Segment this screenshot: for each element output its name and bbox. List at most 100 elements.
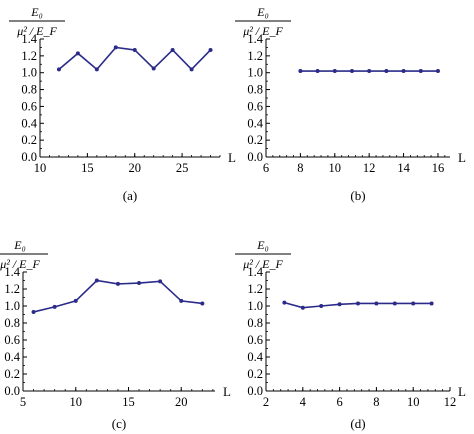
y-tick-label: 1.0 — [247, 299, 263, 313]
y-tick-label: 0.2 — [21, 133, 37, 147]
y-axis-label-denominator: μ² / E_F — [242, 24, 283, 38]
y-tick-label: 0.8 — [4, 316, 20, 330]
x-axis-label: L — [458, 384, 466, 399]
x-tick-label: 10 — [329, 161, 342, 175]
data-point — [115, 281, 120, 286]
data-point — [94, 278, 99, 283]
x-tick-label: 12 — [363, 161, 376, 175]
panel-caption: (a) — [123, 188, 137, 203]
x-tick-label: 20 — [175, 395, 188, 409]
y-tick-label: 1.4 — [21, 32, 37, 46]
panel-caption: (c) — [112, 416, 126, 431]
y-tick-label: 0.4 — [247, 350, 263, 364]
data-point — [151, 66, 156, 71]
y-tick-label: 0.4 — [247, 116, 263, 130]
chart-panel-1: 0.0 0.2 0.4 0.6 0.8 1.0 1.2 1.4 10 15 20 25 L E₀ μ² / … — [9, 5, 236, 203]
data-point — [208, 47, 213, 52]
data-point — [349, 69, 354, 74]
data-point — [73, 298, 78, 303]
data-point — [411, 301, 416, 306]
y-tick-label: 1.0 — [247, 66, 263, 80]
data-point — [75, 51, 80, 56]
x-axis-label: L — [228, 150, 236, 165]
x-tick-label: 15 — [81, 161, 94, 175]
data-point — [332, 69, 337, 74]
y-tick-label: 0.6 — [247, 99, 263, 113]
x-tick-label: 25 — [176, 161, 189, 175]
data-point — [435, 69, 440, 74]
y-tick-label: 0.0 — [21, 150, 37, 164]
data-point — [418, 69, 423, 74]
x-axis-label: L — [458, 150, 466, 165]
data-point — [315, 69, 320, 74]
data-point — [132, 47, 137, 52]
y-axis-label-numerator: E₀ — [256, 5, 269, 19]
y-tick-label: 0.8 — [21, 83, 37, 97]
y-axis-label-denominator: μ² / E_F — [242, 257, 283, 271]
x-tick-label: 10 — [69, 395, 82, 409]
x-tick-label: 4 — [300, 395, 307, 409]
x-tick-label: 15 — [122, 395, 135, 409]
x-tick-label: 8 — [373, 395, 379, 409]
y-tick-label: 0.0 — [4, 384, 20, 398]
data-point — [31, 309, 36, 314]
x-tick-label: 10 — [34, 161, 47, 175]
data-point — [319, 304, 324, 308]
x-tick-label: 5 — [20, 395, 26, 409]
data-point — [367, 69, 372, 74]
x-tick-label: 2 — [263, 395, 269, 409]
x-tick-label: 10 — [407, 395, 420, 409]
y-axis-label-numerator: E₀ — [30, 5, 43, 19]
panel-caption: (d) — [350, 416, 365, 431]
y-tick-label: 1.0 — [21, 66, 37, 80]
data-point — [384, 69, 389, 74]
data-point — [189, 67, 194, 72]
y-axis-label-denominator: μ² / E_F — [0, 257, 40, 271]
data-point — [200, 301, 205, 306]
x-tick-label: 12 — [444, 395, 457, 409]
panel-caption: (b) — [350, 188, 365, 203]
data-point — [337, 302, 342, 307]
y-tick-label: 1.4 — [4, 265, 20, 279]
y-tick-label: 1.2 — [247, 282, 263, 296]
y-tick-label: 0.2 — [4, 367, 20, 381]
y-tick-label: 0.6 — [247, 333, 263, 347]
x-tick-label: 6 — [336, 395, 342, 409]
data-point — [300, 305, 305, 310]
x-tick-label: 20 — [128, 161, 141, 175]
data-point — [429, 301, 434, 306]
data-point — [392, 301, 397, 306]
chart-panel-2: 0.0 0.2 0.4 0.6 0.8 1.0 1.2 1.4 6 8 10 12 14 16 L E₀ μ² … — [235, 5, 466, 203]
y-tick-label: 0.8 — [247, 83, 263, 97]
y-tick-label: 1.2 — [4, 282, 20, 296]
data-point — [282, 300, 287, 305]
data-point — [298, 69, 303, 74]
y-tick-label: 0.2 — [247, 367, 263, 381]
y-tick-label: 1.4 — [247, 32, 263, 46]
data-point — [137, 281, 142, 286]
chart-panel-4: 0.0 0.2 0.4 0.6 0.8 1.0 1.2 1.4 2 4 6 8 10 12L E₀ μ² / … — [235, 238, 466, 431]
y-tick-label: 0.8 — [247, 316, 263, 330]
data-point — [170, 47, 175, 52]
y-axis-label-denominator: μ² / E_F — [16, 24, 57, 38]
data-point — [94, 67, 99, 72]
x-tick-label: 16 — [432, 161, 445, 175]
y-axis-label-numerator: E₀ — [256, 238, 269, 252]
y-tick-label: 1.2 — [247, 49, 263, 63]
y-tick-label: 1.4 — [247, 265, 263, 279]
y-tick-label: 0.0 — [247, 150, 263, 164]
data-point — [179, 298, 184, 303]
data-point — [52, 304, 57, 309]
y-tick-label: 0.4 — [21, 116, 37, 130]
x-tick-label: 8 — [297, 161, 303, 175]
x-tick-label: 14 — [397, 161, 410, 175]
y-tick-label: 0.2 — [247, 133, 263, 147]
y-tick-label: 0.6 — [4, 333, 20, 347]
y-tick-label: 0.0 — [247, 384, 263, 398]
y-tick-label: 0.4 — [4, 350, 20, 364]
data-point — [374, 301, 379, 306]
y-tick-label: 1.2 — [21, 49, 37, 63]
data-point — [356, 301, 360, 306]
x-axis-label: L — [223, 384, 231, 399]
